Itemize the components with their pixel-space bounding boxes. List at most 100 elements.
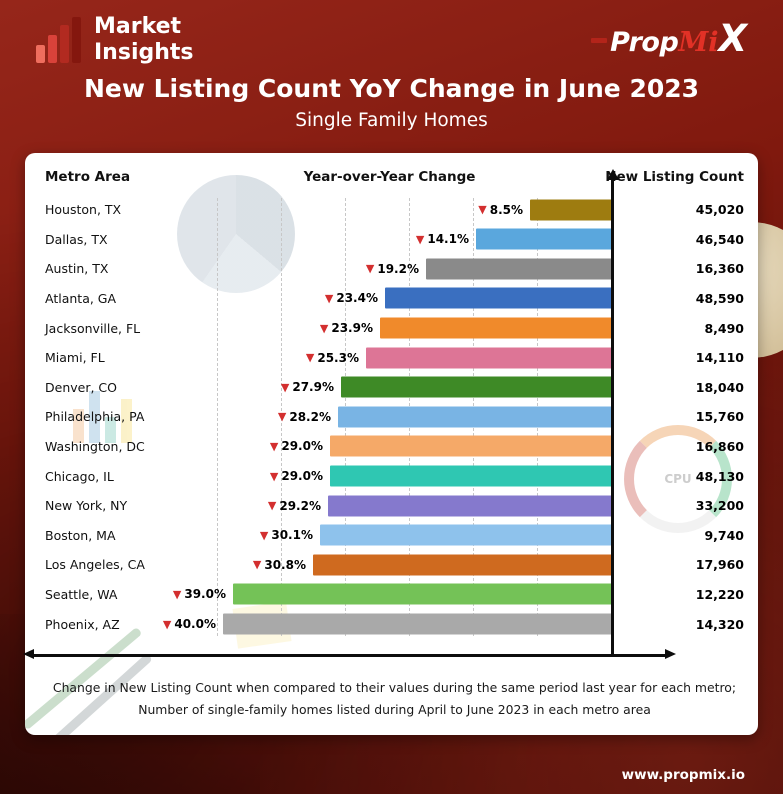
yoy-change-bar	[385, 287, 613, 309]
yoy-change-bar	[341, 376, 613, 398]
change-percent: 27.9%	[292, 380, 334, 395]
count-value: 45,020	[695, 202, 744, 218]
bar-zone: ▼ 29.2%	[205, 491, 613, 521]
chart-row: Phoenix, AZ ▼ 40.0% 14,320	[45, 609, 744, 639]
metro-label: Seattle, WA	[45, 586, 118, 602]
page-title: New Listing Count YoY Change in June 202…	[83, 73, 700, 103]
down-triangle-icon: ▼	[415, 232, 425, 246]
metro-label: Los Angeles, CA	[45, 557, 145, 573]
change-label: ▼ 23.9%	[320, 321, 373, 335]
down-triangle-icon: ▼	[269, 469, 279, 483]
chart-row: Boston, MA ▼ 30.1% 9,740	[45, 520, 744, 550]
chart-row: Chicago, IL ▼ 29.0% 48,130	[45, 461, 744, 491]
count-value: 9,740	[704, 527, 744, 543]
brand-name: Market Insights	[94, 14, 194, 66]
down-triangle-icon: ▼	[280, 380, 290, 394]
count-value: 8,490	[704, 320, 744, 336]
down-triangle-icon: ▼	[162, 617, 172, 631]
change-percent: 30.8%	[264, 557, 306, 572]
column-header-metro: Metro Area	[45, 168, 131, 185]
bar-zone: ▼ 8.5%	[205, 195, 613, 225]
propmix-x: X	[718, 17, 747, 60]
chart-row: Atlanta, GA ▼ 23.4% 48,590	[45, 284, 744, 314]
down-triangle-icon: ▼	[172, 587, 182, 601]
count-value: 18,040	[695, 379, 744, 395]
count-value: 14,320	[695, 616, 744, 632]
change-percent: 29.0%	[281, 469, 323, 484]
top-bar: Market Insights Prop Mi X	[0, 0, 783, 66]
change-label: ▼ 25.3%	[306, 351, 359, 365]
metro-label: Phoenix, AZ	[45, 616, 120, 632]
count-value: 46,540	[695, 231, 744, 247]
change-label: ▼ 19.2%	[366, 262, 419, 276]
chart-rows: Houston, TX ▼ 8.5% 45,020 Dallas, TX ▼ 14.1% 46…	[45, 195, 744, 639]
count-value: 17,960	[695, 557, 744, 573]
down-triangle-icon: ▼	[324, 291, 334, 305]
metro-label: Boston, MA	[45, 527, 116, 543]
metro-label: Austin, TX	[45, 261, 109, 277]
change-label: ▼ 14.1%	[416, 232, 469, 246]
down-triangle-icon: ▼	[277, 410, 287, 424]
bar-zone: ▼ 27.9%	[205, 372, 613, 402]
chart-footnote: Change in New Listing Count when compare…	[45, 677, 744, 722]
bar-zone: ▼ 30.8%	[205, 550, 613, 580]
metro-label: Miami, FL	[45, 350, 105, 366]
bar-zone: ▼ 40.0%	[163, 609, 613, 639]
down-triangle-icon: ▼	[267, 499, 277, 513]
count-value: 14,110	[695, 350, 744, 366]
count-value: 15,760	[695, 409, 744, 425]
column-header-count: New Listing Count	[605, 168, 744, 185]
change-percent: 30.1%	[271, 528, 313, 543]
change-percent: 8.5%	[489, 202, 523, 217]
count-value: 16,860	[695, 438, 744, 454]
yoy-change-bar	[330, 465, 613, 487]
change-percent: 29.0%	[281, 439, 323, 454]
count-value: 33,200	[695, 498, 744, 514]
metro-label: Philadelphia, PA	[45, 409, 145, 425]
propmix-prop: Prop	[610, 27, 679, 58]
yoy-change-bar	[330, 435, 613, 457]
change-percent: 39.0%	[184, 587, 226, 602]
change-percent: 23.9%	[331, 321, 373, 336]
bar-zone: ▼ 23.4%	[205, 284, 613, 314]
metro-label: Dallas, TX	[45, 231, 108, 247]
metro-label: Chicago, IL	[45, 468, 114, 484]
down-triangle-icon: ▼	[269, 439, 279, 453]
change-label: ▼ 30.1%	[260, 528, 313, 542]
change-percent: 29.2%	[279, 498, 321, 513]
footnote-line2: Number of single-family homes listed dur…	[138, 702, 651, 718]
bar-zone: ▼ 14.1%	[205, 225, 613, 255]
change-percent: 40.0%	[174, 617, 216, 632]
bar-chart: Houston, TX ▼ 8.5% 45,020 Dallas, TX ▼ 14.1% 46…	[23, 168, 744, 669]
change-percent: 19.2%	[377, 261, 419, 276]
yoy-change-bar	[530, 199, 613, 221]
yoy-change-bar	[233, 583, 613, 605]
change-label: ▼ 40.0%	[163, 617, 216, 631]
change-label: ▼ 39.0%	[173, 587, 226, 601]
yoy-change-bar	[426, 258, 613, 280]
change-label: ▼ 8.5%	[478, 203, 523, 217]
chart-row: Seattle, WA ▼ 39.0% 12,220	[45, 580, 744, 610]
metro-label: Washington, DC	[45, 438, 145, 454]
chart-row: Washington, DC ▼ 29.0% 16,860	[45, 432, 744, 462]
propmix-logo: Prop Mi X	[591, 17, 747, 60]
bar-chart-icon	[36, 16, 84, 63]
chart-card: CPU Metro Area Year-over-Year Change New…	[23, 152, 758, 736]
bar-zone: ▼ 29.0%	[205, 432, 613, 462]
change-percent: 25.3%	[317, 350, 359, 365]
metro-label: Houston, TX	[45, 202, 122, 218]
yoy-change-bar	[338, 406, 613, 428]
x-axis-arrow	[23, 648, 676, 659]
change-label: ▼ 27.9%	[281, 380, 334, 394]
gridline	[217, 197, 218, 636]
change-label: ▼ 29.2%	[268, 499, 321, 513]
count-value: 16,360	[695, 261, 744, 277]
bar-zone: ▼ 39.0%	[173, 580, 613, 610]
chart-header-row: Metro Area Year-over-Year Change New Lis…	[45, 169, 744, 189]
chart-row: Austin, TX ▼ 19.2% 16,360	[45, 254, 744, 284]
chart-row: Miami, FL ▼ 25.3% 14,110	[45, 343, 744, 373]
count-value: 48,590	[695, 290, 744, 306]
column-header-change: Year-over-Year Change	[303, 168, 476, 185]
propmix-mi: Mi	[678, 27, 719, 58]
metro-label: Denver, CO	[45, 379, 117, 395]
